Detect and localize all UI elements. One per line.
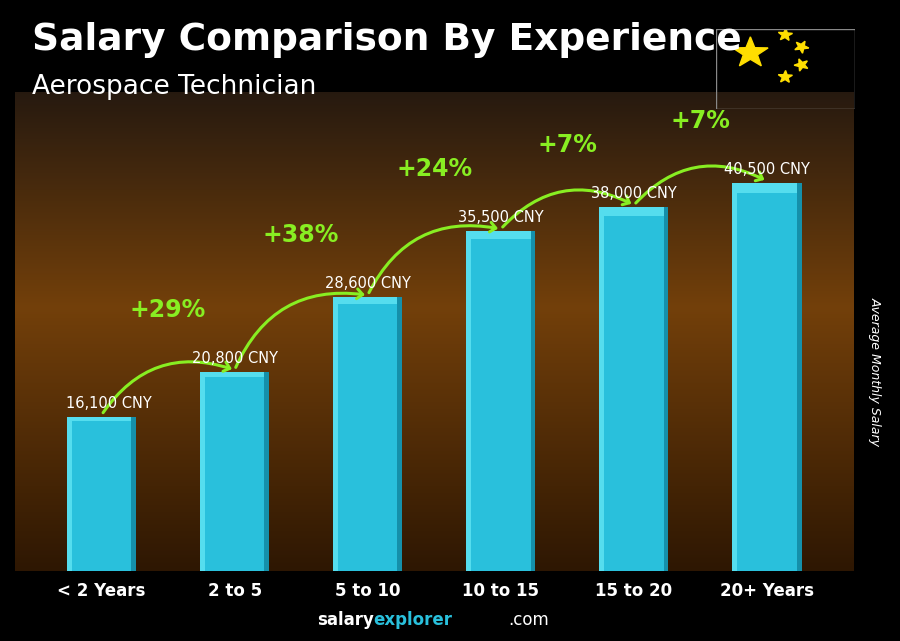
Bar — [265, 372, 269, 571]
Text: Aerospace Technician: Aerospace Technician — [32, 74, 316, 100]
Bar — [599, 207, 604, 571]
Text: 35,500 CNY: 35,500 CNY — [458, 210, 544, 225]
Bar — [131, 417, 136, 571]
Polygon shape — [733, 37, 768, 66]
Text: Salary Comparison By Experience: Salary Comparison By Experience — [32, 22, 742, 58]
Bar — [663, 207, 669, 571]
Text: .com: .com — [508, 612, 549, 629]
Bar — [466, 231, 471, 571]
Text: +24%: +24% — [396, 157, 472, 181]
Text: 40,500 CNY: 40,500 CNY — [724, 162, 810, 178]
Bar — [599, 207, 669, 216]
Text: +38%: +38% — [263, 223, 339, 247]
Polygon shape — [778, 28, 793, 40]
Bar — [733, 183, 737, 571]
Bar — [333, 297, 402, 571]
Bar — [716, 29, 855, 109]
Bar — [200, 372, 205, 571]
Polygon shape — [794, 59, 807, 71]
Bar — [67, 417, 72, 571]
Bar — [599, 207, 669, 571]
Text: 38,000 CNY: 38,000 CNY — [591, 186, 677, 201]
Text: Average Monthly Salary: Average Monthly Salary — [868, 297, 881, 446]
Text: +7%: +7% — [537, 133, 598, 157]
Bar — [200, 372, 269, 571]
Text: 28,600 CNY: 28,600 CNY — [325, 276, 410, 291]
Text: salary: salary — [317, 612, 373, 629]
Bar — [466, 231, 536, 571]
Bar — [733, 183, 802, 571]
Text: +7%: +7% — [670, 109, 731, 133]
Bar — [733, 183, 802, 193]
Bar — [531, 231, 536, 571]
Bar — [333, 297, 402, 304]
Text: +29%: +29% — [130, 298, 206, 322]
Text: 20,800 CNY: 20,800 CNY — [192, 351, 277, 366]
Bar — [466, 231, 536, 240]
Polygon shape — [795, 41, 809, 53]
Bar — [398, 297, 402, 571]
Bar — [67, 417, 136, 420]
Bar — [333, 297, 338, 571]
Bar — [200, 372, 269, 377]
Bar — [796, 183, 802, 571]
Text: explorer: explorer — [374, 612, 453, 629]
Polygon shape — [778, 71, 792, 82]
Text: 16,100 CNY: 16,100 CNY — [66, 396, 151, 411]
Bar — [67, 417, 136, 571]
